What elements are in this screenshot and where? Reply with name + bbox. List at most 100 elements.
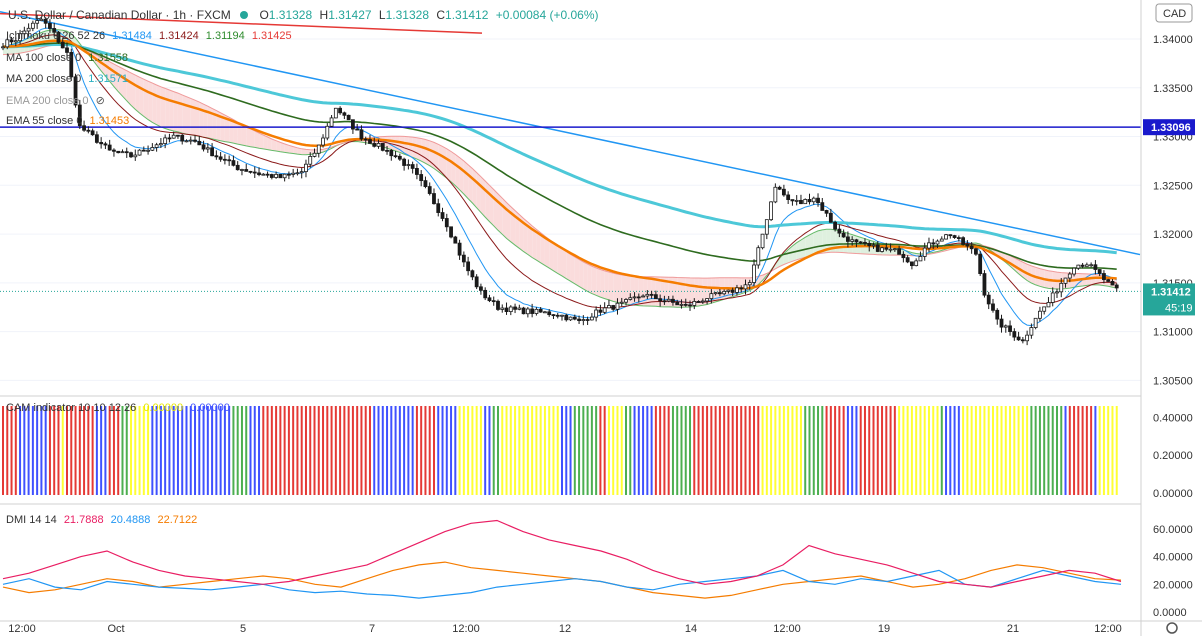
cam-bar (1004, 406, 1007, 495)
cam-bar (676, 406, 679, 495)
cam-bar (659, 406, 662, 495)
cloud-segment (442, 146, 447, 179)
candle-body (240, 169, 244, 171)
cam-bar (168, 406, 171, 495)
cam-bar (1064, 406, 1067, 495)
cam-bar (1090, 406, 1093, 495)
candle-body (615, 302, 620, 310)
candle-body (197, 140, 202, 146)
cam-bar (983, 406, 986, 495)
cam-bar (360, 406, 363, 495)
candle-body (124, 151, 129, 154)
cloud-segment (288, 145, 294, 154)
cam-bar (714, 406, 717, 495)
cam-bar (351, 406, 354, 495)
candle-body (1029, 327, 1034, 336)
grid (0, 38, 1141, 381)
cam-bar (108, 406, 111, 495)
cam-bar (202, 406, 205, 495)
cloud-segment (758, 275, 763, 285)
cam-bar (804, 406, 807, 495)
cam-bar (633, 406, 636, 495)
cloud-segment (788, 246, 793, 263)
cam-bar (236, 406, 239, 495)
candle-body (184, 140, 189, 143)
cam-bar (206, 406, 209, 495)
cam-bar (531, 406, 534, 495)
legend-ma200-name[interactable]: MA 200 close 0 (6, 73, 82, 85)
candle-body (406, 164, 411, 166)
cloud-segment (463, 161, 469, 199)
legend-ema200-name[interactable]: EMA 200 close 0 (6, 95, 89, 107)
cloud-segment (399, 136, 405, 155)
eye-off-icon[interactable]: ⊘ (95, 95, 105, 107)
candle-body (1016, 336, 1021, 341)
gear-icon[interactable] (1166, 622, 1178, 634)
cam-bar (475, 406, 478, 495)
cam-bar (300, 406, 303, 495)
cam-bar (795, 406, 798, 495)
candle-body (978, 253, 983, 274)
cam-bar (974, 406, 977, 495)
cloud-segment (276, 140, 281, 152)
cam-bar (125, 406, 128, 495)
candle-body (380, 142, 385, 151)
legend-cam-name[interactable]: CAM indicator 10 10 12 26 (6, 402, 137, 414)
trendline-blue[interactable] (0, 10, 1141, 256)
legend-dmi-name[interactable]: DMI 14 14 (6, 514, 57, 526)
legend-ema55-name[interactable]: EMA 55 close 0 (6, 115, 83, 127)
candle-body (26, 27, 31, 32)
cloud-segment (1014, 257, 1019, 274)
cam-bar (872, 406, 875, 495)
candle-body (18, 33, 22, 42)
cloud-segment (284, 143, 289, 153)
cam-bar (181, 406, 184, 495)
cam-bar (893, 406, 896, 495)
candle-body (884, 247, 889, 250)
candle-body (355, 128, 360, 131)
cam-bar (441, 406, 444, 495)
cam-bar (599, 406, 602, 495)
candle-body (103, 143, 108, 146)
time-axis-label: 5 (240, 623, 246, 635)
cam-bar (40, 406, 43, 495)
candle-body (982, 273, 987, 296)
candle-body (837, 228, 842, 234)
candle-body (807, 199, 812, 203)
cloud-segment (224, 115, 230, 143)
cam-bar (275, 406, 278, 495)
cam-bar (1085, 406, 1088, 495)
legend-ma100-name[interactable]: MA 100 close 0 (6, 52, 82, 64)
candle-body (534, 308, 539, 314)
candle-body (1089, 264, 1094, 267)
cam-bar (552, 406, 555, 495)
ohlc-low: 1.31328 (385, 8, 429, 22)
trendline-red[interactable] (0, 12, 483, 34)
candle-body (449, 226, 453, 238)
cam-bar (501, 406, 504, 495)
cam-bar (505, 406, 508, 495)
currency-badge[interactable] (1155, 3, 1193, 23)
time-axis-label: 12:00 (452, 623, 480, 635)
cam-bar (368, 406, 371, 495)
cloud-segment (472, 168, 477, 208)
cam-bar (876, 406, 879, 495)
candle-body (1114, 284, 1119, 289)
legend-ichimoku-name[interactable]: Ichimoku 9 26 52 26 (6, 30, 106, 42)
cloud-segment (267, 137, 272, 151)
cam-bar (420, 406, 423, 495)
candles (1, 15, 1119, 346)
cam-bar (87, 406, 90, 495)
cloud-segment (152, 83, 157, 125)
cam-bar (646, 406, 649, 495)
candle-body (48, 22, 52, 29)
cam-bar (172, 406, 175, 495)
candle-body (1084, 264, 1089, 267)
candle-body (1072, 267, 1076, 275)
candle-body (167, 137, 172, 140)
price-tick-label: 1.31000 (1153, 327, 1193, 339)
cam-bar (1094, 406, 1097, 495)
cam-bar (625, 406, 628, 495)
cam-bar (898, 406, 901, 495)
